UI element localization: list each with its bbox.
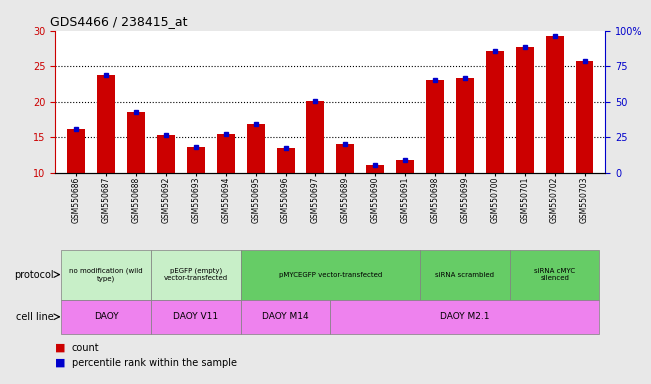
Bar (151, 300, 241, 334)
Text: no modification (wild
type): no modification (wild type) (70, 268, 143, 281)
Bar (396, 160, 414, 173)
Bar (367, 165, 384, 173)
Text: GDS4466 / 238415_at: GDS4466 / 238415_at (50, 15, 187, 28)
Text: percentile rank within the sample: percentile rank within the sample (72, 358, 236, 368)
Text: DAOY M14: DAOY M14 (262, 312, 309, 321)
Bar (241, 250, 420, 300)
Bar (575, 61, 594, 173)
Bar (97, 75, 115, 173)
Bar (486, 51, 504, 173)
Text: DAOY: DAOY (94, 312, 118, 321)
Text: count: count (72, 343, 99, 353)
Bar (187, 147, 205, 173)
Text: siRNA cMYC
silenced: siRNA cMYC silenced (534, 268, 575, 281)
Bar (61, 300, 151, 334)
Bar (456, 78, 474, 173)
Text: protocol: protocol (14, 270, 54, 280)
Bar (127, 113, 145, 173)
Bar (157, 135, 175, 173)
Text: pMYCEGFP vector-transfected: pMYCEGFP vector-transfected (279, 271, 382, 278)
Bar (426, 81, 444, 173)
Bar (67, 129, 85, 173)
Bar (61, 250, 151, 300)
Bar (330, 300, 600, 334)
Bar (337, 144, 354, 173)
Bar (217, 134, 235, 173)
Bar (241, 300, 330, 334)
Bar (247, 124, 264, 173)
Bar (277, 148, 294, 173)
Text: DAOY V11: DAOY V11 (173, 312, 219, 321)
Bar (420, 250, 510, 300)
Bar (510, 250, 600, 300)
Text: DAOY M2.1: DAOY M2.1 (440, 312, 490, 321)
Text: pEGFP (empty)
vector-transfected: pEGFP (empty) vector-transfected (164, 268, 228, 281)
Bar (151, 250, 241, 300)
Bar (516, 47, 534, 173)
Text: siRNA scrambled: siRNA scrambled (436, 271, 494, 278)
Text: cell line: cell line (16, 312, 54, 322)
Bar (546, 36, 564, 173)
Bar (307, 101, 324, 173)
Text: ■: ■ (55, 343, 66, 353)
Text: ■: ■ (55, 358, 66, 368)
